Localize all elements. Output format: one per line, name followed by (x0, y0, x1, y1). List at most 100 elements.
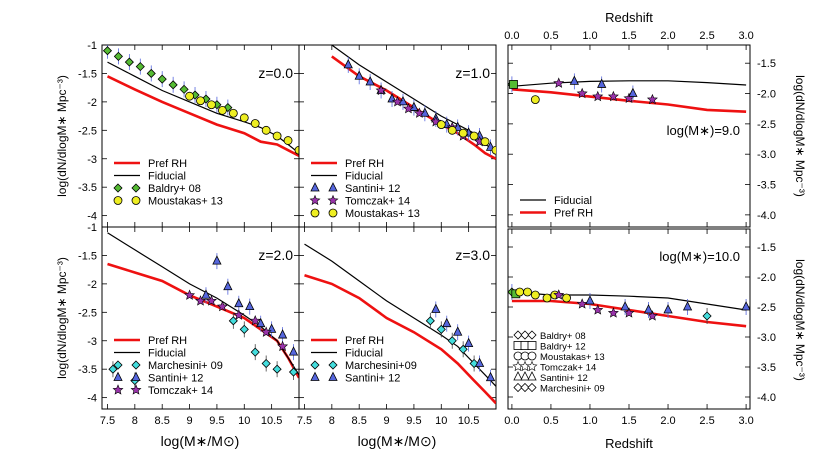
series-line-fiducial (511, 80, 747, 87)
data-point (277, 329, 288, 339)
legend-label: Moustakas+ 13 (148, 196, 223, 208)
y-tick-label: -3.5 (78, 182, 97, 194)
x-tick-label: 8 (132, 415, 138, 427)
y-tick-label: -2.5 (78, 307, 97, 319)
data-point (585, 295, 595, 305)
data-point (485, 371, 496, 382)
legend-marker (527, 330, 537, 340)
y-tick-label: -3.5 (78, 364, 97, 376)
x-tick-label: 10 (435, 415, 447, 427)
panel-evo-m10: -4.0 -3.5 -3.0 -2.5 -2.0 -1.5 0.0 0.5 1.0 1.5 2.0 2… (504, 228, 776, 427)
data-point (436, 120, 446, 130)
panel-frame (298, 226, 497, 410)
legend-marker (520, 330, 530, 340)
data-point (228, 316, 238, 326)
data-point (261, 125, 271, 135)
legend-marker (112, 384, 124, 395)
legend-label: Baldry+ 12 (540, 342, 586, 353)
x-tick-label: 0.0 (504, 30, 519, 42)
legend-label: Moustakas+ 13 (345, 208, 420, 220)
legend-marker (527, 351, 537, 361)
x-tick-label: 2.5 (699, 415, 714, 427)
data-point (509, 80, 518, 89)
y-tick-label: -3.0 (757, 149, 776, 161)
legend-marker (513, 382, 523, 393)
y-tick-label: -4.0 (757, 392, 776, 404)
data-point (234, 297, 244, 308)
plot-area (508, 73, 747, 113)
data-point (620, 301, 630, 311)
data-point (207, 100, 216, 110)
redshift-bottom-label: Redshift (605, 436, 653, 451)
data-point (185, 91, 194, 101)
data-point (272, 131, 282, 141)
data-point (436, 324, 446, 334)
x-tick-label: 8 (329, 415, 335, 427)
data-point (741, 301, 750, 311)
data-point (233, 309, 245, 320)
data-point (576, 298, 588, 309)
series-line-pref-rh (106, 75, 299, 158)
x-tick-label: 1.5 (621, 415, 636, 427)
data-point (102, 46, 113, 56)
x-tick-label: 0.5 (543, 415, 558, 427)
data-point (523, 287, 532, 297)
plot-area (508, 284, 750, 328)
data-point (294, 145, 299, 155)
data-point (458, 128, 468, 138)
data-point (515, 287, 525, 297)
data-point (179, 84, 189, 94)
data-point (124, 57, 134, 67)
legend-marker (131, 183, 141, 193)
data-point (530, 290, 540, 300)
data-point (212, 255, 222, 265)
legend-label: Santini+ 12 (345, 183, 400, 195)
data-point (469, 131, 479, 141)
y-tick-label: -1.5 (78, 68, 97, 80)
y-tick-label: -1 (87, 40, 97, 52)
legend-marker (527, 341, 537, 350)
data-point (343, 59, 353, 69)
data-point (447, 125, 457, 135)
legend-label: Pref RH (148, 335, 187, 347)
data-point (553, 77, 565, 88)
data-point (431, 303, 441, 313)
data-point (223, 280, 233, 291)
plot-area (331, 45, 496, 160)
legend-label: Fiducial (148, 348, 186, 360)
legend-marker (113, 196, 123, 205)
data-point (261, 358, 271, 369)
legend-marker (328, 360, 338, 370)
y-tick-label: -3.0 (757, 332, 776, 344)
x-tick-label: 9.5 (406, 415, 421, 427)
x-tick-label: 7.5 (297, 415, 312, 427)
legend-label: Marchesini+09 (345, 360, 417, 372)
legend-marker (328, 371, 338, 381)
x-tick-label: 10.5 (458, 415, 479, 427)
data-point (288, 346, 299, 356)
x-tick-label: 8.5 (352, 415, 367, 427)
x-axis-label-mid: log(M∗/M⊙) (358, 433, 437, 449)
data-point (592, 90, 604, 102)
x-axis-label-left: log(M∗/M⊙) (161, 433, 240, 449)
data-point (480, 137, 490, 147)
data-point (542, 293, 552, 303)
x-tick-label: 10.5 (261, 415, 282, 427)
legend-marker (527, 382, 537, 393)
legend-marker (113, 360, 123, 370)
legend-marker (131, 196, 141, 205)
data-point (663, 304, 673, 314)
data-point (228, 108, 238, 118)
series-line-pref-rh (304, 274, 496, 405)
legend-marker (513, 371, 523, 381)
data-point (391, 96, 404, 107)
legend-label: Santini+ 12 (148, 373, 203, 385)
legend-label: Santini+ 12 (540, 373, 588, 384)
data-point (260, 326, 272, 337)
panel-label: z=1.0 (455, 65, 490, 81)
data-point (216, 300, 228, 312)
x-tick-label: 7.5 (100, 415, 115, 427)
legend-label: Pref RH (554, 208, 593, 220)
